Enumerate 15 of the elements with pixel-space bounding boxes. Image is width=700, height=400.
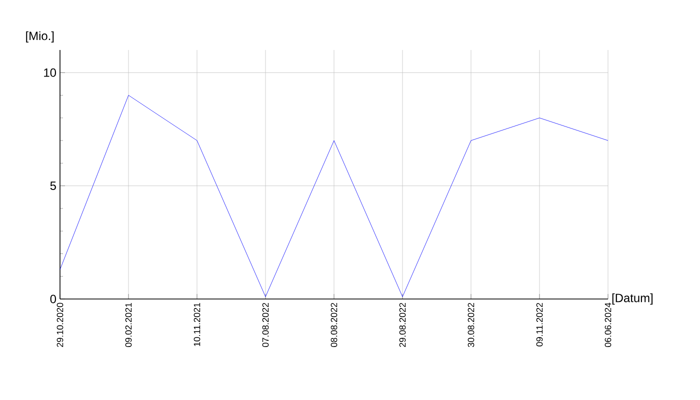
x-tick-label: 10.11.2021 bbox=[194, 302, 200, 346]
x-tick-label: 06.06.2024 bbox=[604, 302, 612, 348]
x-tick-label: 09.11.2022 bbox=[536, 302, 543, 346]
x-axis-title: [Datum] bbox=[612, 293, 653, 305]
y-axis-title: [Mio.] bbox=[26, 31, 54, 42]
x-tick-label: 09.02.2021 bbox=[125, 302, 132, 348]
y-tick-label: 0 bbox=[50, 294, 56, 304]
x-tick-label: 08.08.2022 bbox=[330, 302, 338, 348]
y-tick-label: 10 bbox=[44, 68, 56, 77]
x-tick-label: 29.08.2022 bbox=[399, 302, 406, 347]
x-tick-label: 29.10.2020 bbox=[56, 302, 64, 347]
x-tick-label: 30.08.2022 bbox=[468, 302, 474, 348]
y-tick-label: 5 bbox=[50, 182, 56, 190]
x-tick-label: 07.08.2022 bbox=[262, 302, 269, 348]
line-series bbox=[60, 95, 608, 297]
